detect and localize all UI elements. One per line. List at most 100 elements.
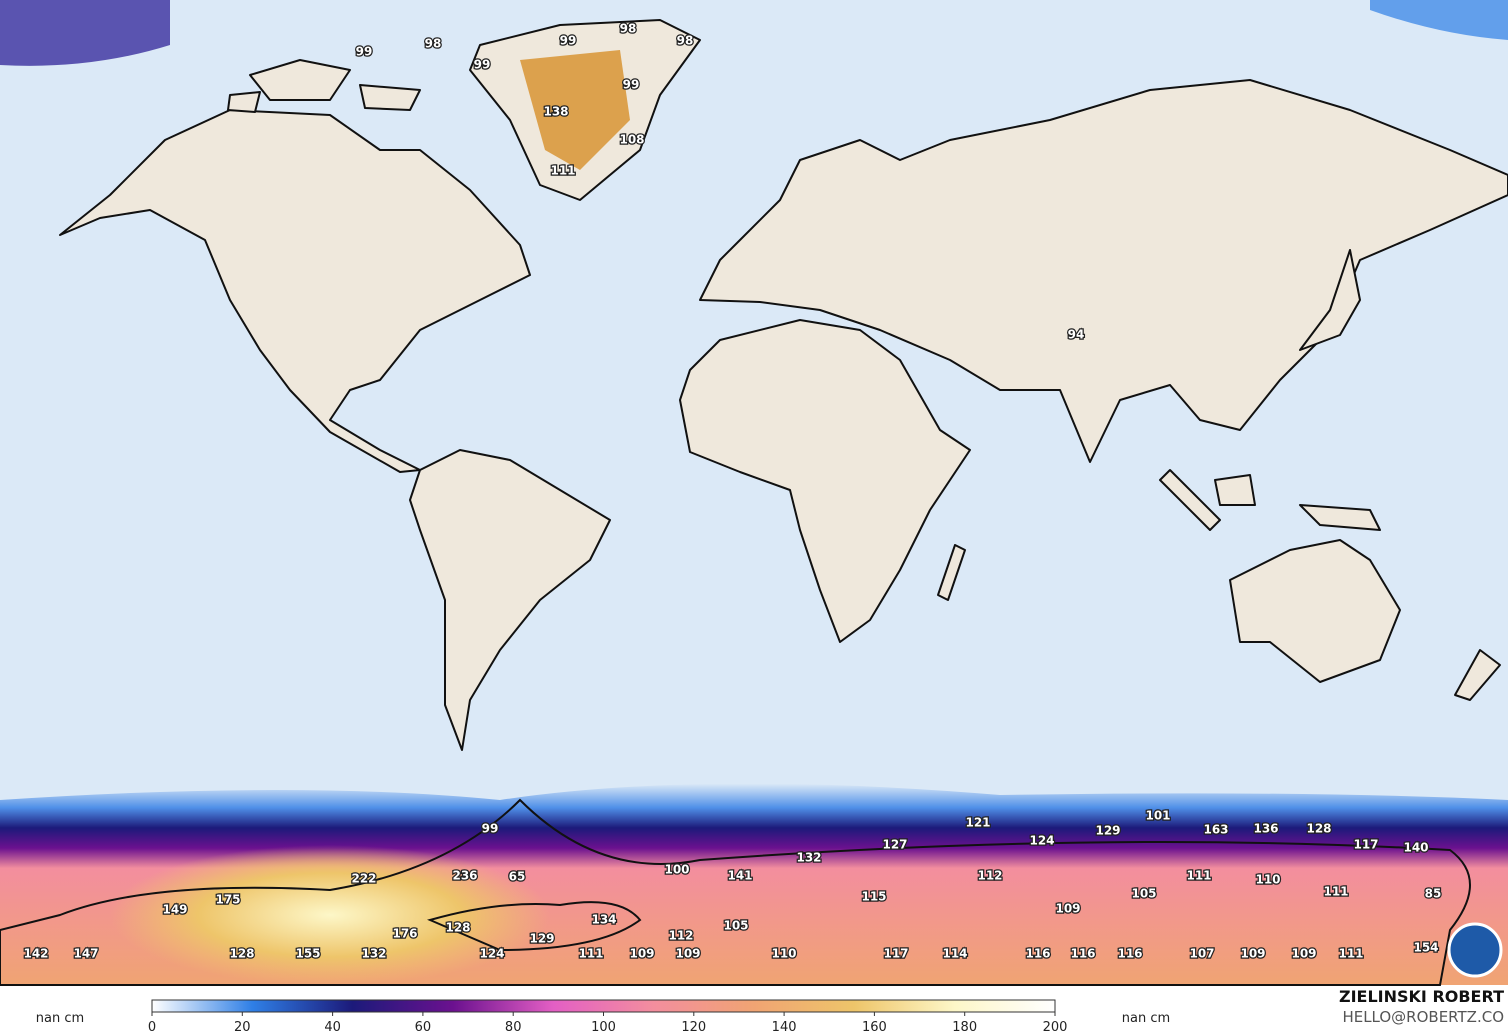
madagascar — [937, 544, 966, 601]
north-america — [59, 109, 531, 473]
snow-depth-label: 111 — [1186, 869, 1211, 883]
snow-depth-label: 108 — [619, 133, 644, 147]
snow-depth-label: 111 — [550, 164, 575, 178]
snow-depth-label: 65 — [509, 870, 526, 884]
snow-depth-label: 136 — [1253, 822, 1278, 836]
snow-depth-label: 124 — [479, 947, 504, 961]
unit-right: nan cm — [1122, 1011, 1170, 1026]
snow-depth-label: 98 — [677, 34, 694, 48]
australia — [1229, 539, 1401, 683]
colorbar-tick-label: 200 — [1043, 1020, 1068, 1035]
snow-depth-label: 154 — [1413, 941, 1438, 955]
japan — [1299, 249, 1361, 351]
snow-depth-label: 107 — [1189, 947, 1214, 961]
snow-depth-label: 134 — [591, 913, 616, 927]
snow-depth-label: 110 — [1255, 873, 1280, 887]
snow-depth-label: 109 — [1240, 947, 1265, 961]
snow-depth-label: 128 — [445, 921, 470, 935]
snow-depth-label: 128 — [229, 947, 254, 961]
snow-depth-label: 132 — [796, 851, 821, 865]
colorbar-tick-label: 40 — [324, 1020, 341, 1035]
snow-depth-label: 109 — [629, 947, 654, 961]
noaa-logo — [1447, 922, 1503, 978]
snow-depth-label: 111 — [1323, 885, 1348, 899]
high-snow — [110, 845, 550, 985]
snow-depth-label: 163 — [1203, 823, 1228, 837]
snow-depth-label: 109 — [1055, 902, 1080, 916]
snow-depth-label: 115 — [861, 890, 886, 904]
snow-depth-label: 111 — [578, 947, 603, 961]
snow-depth-label: 127 — [882, 838, 907, 852]
colorbar-tick-label: 140 — [772, 1020, 797, 1035]
snow-depth-label: 105 — [1131, 887, 1156, 901]
map — [0, 0, 1508, 986]
new-zealand — [1454, 649, 1501, 701]
snow-depth-label: 99 — [623, 78, 640, 92]
snow-depth-label: 142 — [23, 947, 48, 961]
snow-depth-label: 129 — [529, 932, 554, 946]
arctic-snow — [1370, 0, 1508, 40]
snow-depth-label: 116 — [1070, 947, 1095, 961]
colorbar-tick-label: 180 — [952, 1020, 977, 1035]
eurasia — [699, 79, 1508, 463]
credit-name: ZIELINSKI ROBERT — [1339, 987, 1504, 1006]
snow-depth-label: 175 — [215, 893, 240, 907]
snow-depth-label: 155 — [295, 947, 320, 961]
snow-depth-label: 101 — [1145, 809, 1170, 823]
snow-depth-label: 138 — [543, 105, 568, 119]
colorbar-tick-label: 60 — [415, 1020, 432, 1035]
snow-depth-label: 98 — [620, 22, 637, 36]
snow-depth-label: 109 — [675, 947, 700, 961]
greenland-snow — [520, 50, 630, 170]
colorbar-tick-label: 120 — [681, 1020, 706, 1035]
colorbar-ramp — [151, 999, 1056, 1013]
colorbar-tick-label: 80 — [505, 1020, 522, 1035]
colorbar: nan cm nan cm 0 20 40 60 80 100 120 140 160 180 20… — [36, 999, 1170, 1035]
snow-depth-label: 99 — [474, 58, 491, 72]
snow-depth-label: 112 — [668, 929, 693, 943]
snow-depth-label: 124 — [1029, 834, 1054, 848]
colorbar-tick-label: 160 — [862, 1020, 887, 1035]
snow-depth-label: 99 — [356, 45, 373, 59]
snow-depth-label: 116 — [1117, 947, 1142, 961]
snow-depth-label: 99 — [482, 822, 499, 836]
snow-depth-label: 99 — [560, 34, 577, 48]
snow-depth-label: 128 — [1306, 822, 1331, 836]
snow-labels: 99 98 99 99 98 98 99 138 108 111 94 99 101 121 129 163 1… — [22, 20, 1442, 962]
snow-depth-label: 114 — [942, 947, 967, 961]
snow-depth-label: 98 — [425, 37, 442, 51]
snow-depth-label: 121 — [965, 816, 990, 830]
snow-depth-label: 222 — [351, 872, 376, 886]
arctic-snow — [0, 0, 170, 66]
snow-depth-label: 109 — [1291, 947, 1316, 961]
africa — [679, 319, 971, 643]
snow-depth-label: 94 — [1068, 328, 1085, 342]
credit-email: HELLO@ROBERTZ.CO — [1342, 1008, 1504, 1026]
snow-depth-label: 111 — [1338, 947, 1363, 961]
snow-depth-label: 100 — [664, 863, 689, 877]
snow-depth-label: 236 — [452, 869, 477, 883]
snow-depth-label: 116 — [1025, 947, 1050, 961]
snow-depth-label: 140 — [1403, 841, 1428, 855]
snow-depth-label: 129 — [1095, 824, 1120, 838]
antarctica-coast — [0, 798, 1471, 986]
snow-depth-label: 132 — [361, 947, 386, 961]
snow-depth-label: 176 — [392, 927, 417, 941]
snow-depth-label: 112 — [977, 869, 1002, 883]
snow-depth-label: 147 — [73, 947, 98, 961]
colorbar-tick-label: 20 — [234, 1020, 251, 1035]
indonesia — [1159, 469, 1381, 531]
unit-left: nan cm — [36, 1011, 84, 1026]
arctic-islands — [227, 59, 421, 113]
snow-depth-label: 117 — [1353, 838, 1378, 852]
snow-depth-label: 105 — [723, 919, 748, 933]
snow-depth-label: 117 — [883, 947, 908, 961]
snow-depth-label: 149 — [162, 903, 187, 917]
colorbar-tick-label: 0 — [148, 1020, 156, 1035]
south-america — [409, 449, 611, 751]
snow-depth-label: 141 — [727, 869, 752, 883]
snow-depth-label: 85 — [1425, 887, 1442, 901]
snow-depth-label: 110 — [771, 947, 796, 961]
ice-shelf — [427, 901, 642, 952]
